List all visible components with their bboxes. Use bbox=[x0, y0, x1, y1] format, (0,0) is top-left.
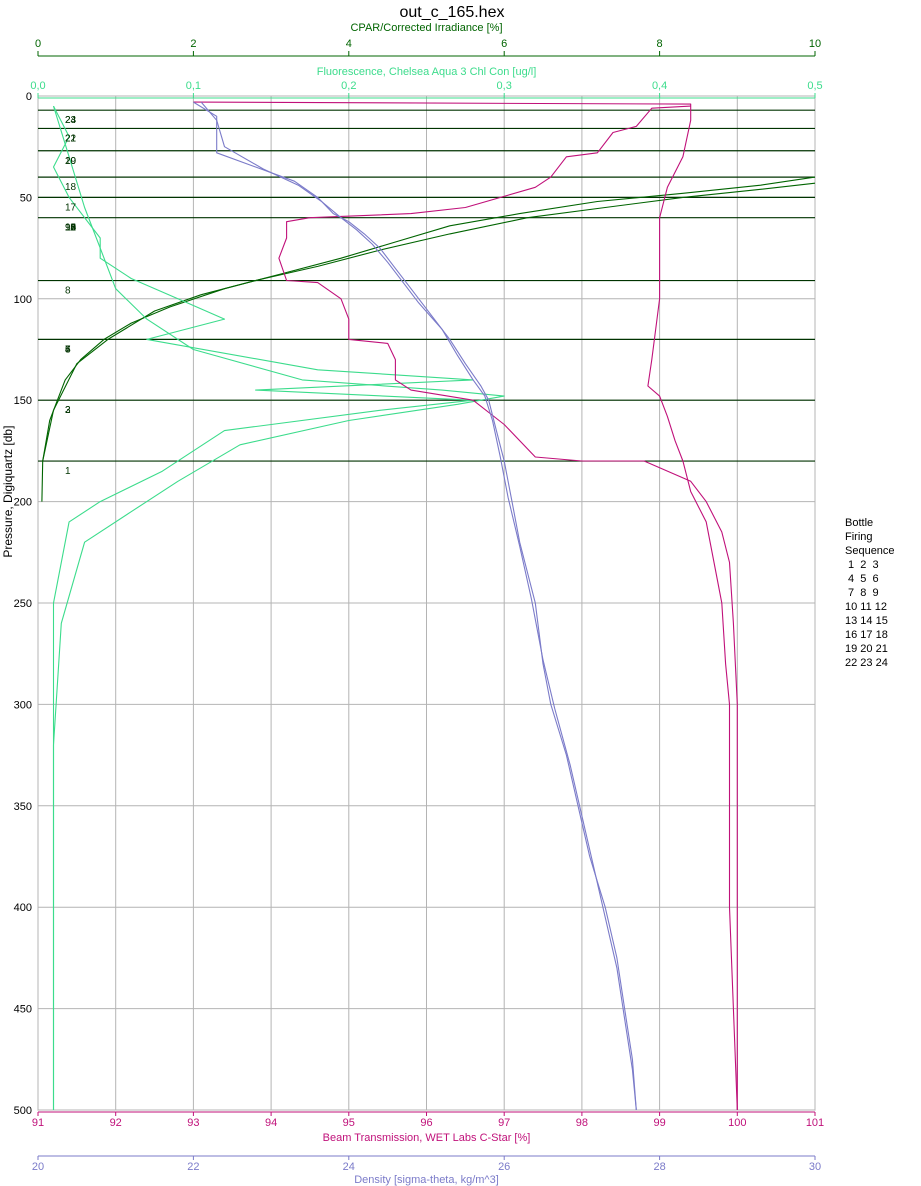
top-tick-label: 0,0 bbox=[30, 80, 45, 92]
bottom-tick-label: 99 bbox=[653, 1117, 665, 1129]
legend-line: 10 11 12 bbox=[845, 601, 888, 613]
bottle-label: 3 bbox=[65, 405, 71, 416]
grid-lines bbox=[37, 95, 816, 1111]
data-series bbox=[41, 101, 816, 1111]
bottom-tick-label: 30 bbox=[809, 1161, 821, 1173]
profile-line bbox=[42, 182, 816, 462]
bottle-label: 7 bbox=[65, 344, 71, 355]
bottle-label: 14 bbox=[65, 223, 77, 234]
bottom-tick-label: 100 bbox=[728, 1117, 746, 1129]
legend-line: Sequence bbox=[845, 545, 895, 557]
top-tick-label: 0,3 bbox=[497, 80, 512, 92]
bottom-tick-label: 93 bbox=[187, 1117, 199, 1129]
bottom-tick-label: 92 bbox=[110, 1117, 122, 1129]
bottle-label: 21 bbox=[65, 133, 77, 144]
top-tick-label: 6 bbox=[501, 38, 507, 50]
bottle-label: 22 bbox=[65, 133, 77, 144]
y-tick-label: 500 bbox=[14, 1105, 32, 1117]
bottom-tick-label: 91 bbox=[32, 1117, 44, 1129]
chart-title: out_c_165.hex bbox=[400, 4, 505, 21]
legend-line: 4 5 6 bbox=[845, 573, 879, 585]
profile-line bbox=[193, 101, 637, 1111]
y-tick-label: 450 bbox=[14, 1004, 32, 1016]
bottle-label: 16 bbox=[65, 223, 77, 234]
bottle-label: 17 bbox=[65, 202, 77, 213]
bottom-tick-label: 22 bbox=[187, 1161, 199, 1173]
y-tick-label: 200 bbox=[14, 497, 32, 509]
y-tick-label: 150 bbox=[14, 395, 32, 407]
bottle-firing-legend: Bottle Firing Sequence 1 2 3 4 5 6 7 8 9… bbox=[845, 516, 895, 670]
y-tick-label: 100 bbox=[14, 294, 32, 306]
bottle-label: 5 bbox=[65, 344, 71, 355]
bottom-tick-label: 26 bbox=[498, 1161, 510, 1173]
legend-line: 13 14 15 bbox=[845, 615, 888, 627]
bottle-label: 24 bbox=[65, 115, 77, 126]
bottom-tick-label: 24 bbox=[343, 1161, 355, 1173]
profile-line bbox=[200, 101, 637, 1111]
y-tick-label: 400 bbox=[14, 902, 32, 914]
top-tick-label: 4 bbox=[346, 38, 352, 50]
top-tick-label: 0,2 bbox=[341, 80, 356, 92]
bottom-tick-label: 97 bbox=[498, 1117, 510, 1129]
profile-line bbox=[278, 105, 738, 1110]
bottom-axis-label: Beam Transmission, WET Labs C-Star [%] bbox=[323, 1132, 531, 1144]
profile-line bbox=[193, 101, 738, 1111]
bottle-label: 20 bbox=[65, 156, 77, 167]
y-axis-label: Pressure, Digiquartz [db] bbox=[1, 426, 15, 558]
bottle-label: 13 bbox=[65, 223, 77, 234]
y-tick-label: 50 bbox=[20, 192, 32, 204]
bottle-label: 10 bbox=[65, 223, 77, 234]
top-axis-label: CPAR/Corrected Irradiance [%] bbox=[350, 22, 502, 34]
bottom-tick-label: 94 bbox=[265, 1117, 277, 1129]
bottle-label: 12 bbox=[65, 223, 77, 234]
legend-line: 19 20 21 bbox=[845, 643, 888, 655]
top-axis-label: Fluorescence, Chelsea Aqua 3 Chl Con [ug… bbox=[317, 66, 537, 78]
bottle-firing-markers bbox=[38, 109, 815, 462]
bottom-tick-label: 95 bbox=[343, 1117, 355, 1129]
y-tick-label: 300 bbox=[14, 699, 32, 711]
top-tick-label: 0,4 bbox=[652, 80, 667, 92]
legend-line: Firing bbox=[845, 531, 873, 543]
bottle-label: 2 bbox=[65, 405, 71, 416]
top-tick-label: 0,5 bbox=[807, 80, 822, 92]
bottom-tick-label: 98 bbox=[576, 1117, 588, 1129]
bottle-label: 9 bbox=[65, 223, 71, 234]
y-tick-label: 0 bbox=[26, 91, 32, 103]
bottle-label: 19 bbox=[65, 156, 77, 167]
legend-line: 1 2 3 bbox=[845, 559, 879, 571]
top-tick-label: 8 bbox=[657, 38, 663, 50]
legend-line: Bottle bbox=[845, 517, 874, 529]
legend-line: 16 17 18 bbox=[845, 629, 888, 641]
bottle-label: 4 bbox=[65, 344, 71, 355]
bottom-tick-label: 28 bbox=[653, 1161, 665, 1173]
profile-line bbox=[52, 105, 474, 1110]
bottom-tick-label: 101 bbox=[806, 1117, 824, 1129]
top-tick-label: 2 bbox=[190, 38, 196, 50]
bottle-label: 11 bbox=[65, 223, 76, 234]
bottom-tick-label: 96 bbox=[420, 1117, 432, 1129]
bottom-tick-label: 20 bbox=[32, 1161, 44, 1173]
bottle-label: 1 bbox=[65, 466, 71, 477]
y-tick-label: 250 bbox=[14, 598, 32, 610]
top-tick-label: 10 bbox=[809, 38, 821, 50]
legend-line: 7 8 9 bbox=[845, 587, 879, 599]
y-tick-label: 350 bbox=[14, 801, 32, 813]
bottle-label: 6 bbox=[65, 344, 71, 355]
axes: 050100150200250300350400450500Pressure, … bbox=[1, 22, 824, 1186]
top-tick-label: 0 bbox=[35, 38, 41, 50]
bottle-label: 8 bbox=[65, 286, 71, 297]
bottle-label: 23 bbox=[65, 115, 77, 126]
profile-line bbox=[52, 105, 505, 1110]
bottle-label: 18 bbox=[65, 182, 77, 193]
bottle-label: 15 bbox=[65, 223, 77, 234]
legend-line: 22 23 24 bbox=[845, 657, 888, 669]
bottom-axis-label: Density [sigma-theta, kg/m^3] bbox=[354, 1174, 499, 1186]
top-tick-label: 0,1 bbox=[186, 80, 201, 92]
